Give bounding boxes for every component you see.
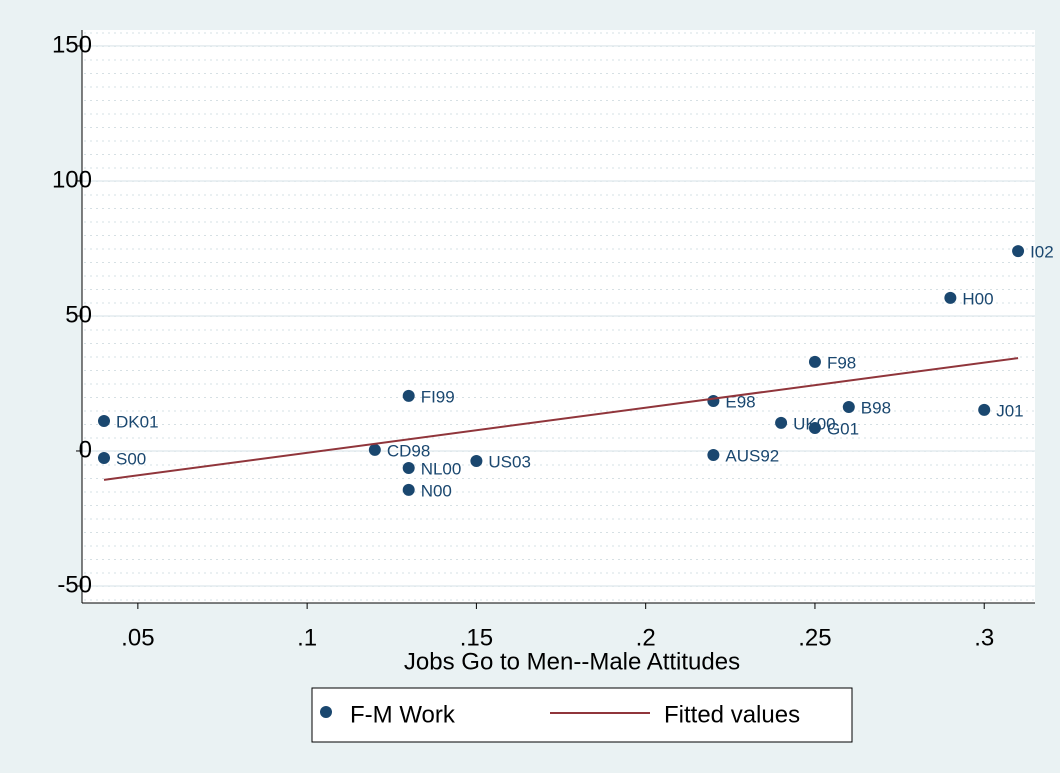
fit-line [103, 357, 1019, 481]
x-tick-label: .25 [798, 624, 831, 651]
y-tick-label: -50 [57, 571, 92, 598]
point [842, 400, 855, 413]
legend-label: Fitted values [664, 701, 800, 728]
marks: DK01S00FI99CD98NL00N00US03E98AUS92UK00F9… [98, 243, 1054, 500]
x-axis-title: Jobs Go to Men--Male Attitudes [404, 648, 740, 675]
point-label: H00 [962, 289, 993, 308]
point-label: US03 [488, 452, 531, 471]
point [368, 443, 381, 456]
legend [311, 687, 853, 743]
point [1012, 245, 1025, 258]
y-tick-label: 150 [52, 31, 92, 58]
point [775, 416, 788, 429]
x-tick-label: .3 [974, 624, 994, 651]
point [808, 355, 821, 368]
legend-label: F-M Work [350, 701, 456, 728]
point-label: DK01 [116, 412, 159, 431]
point [402, 389, 415, 402]
grid [82, 45, 1035, 587]
point-label: B98 [861, 398, 891, 417]
x-tick-label: .15 [460, 624, 493, 651]
y-tick-label: 0 [79, 436, 92, 463]
point-label: S00 [116, 449, 146, 468]
point-label: E98 [725, 393, 755, 412]
x-tick-label: .2 [636, 624, 656, 651]
point [707, 449, 720, 462]
point [98, 415, 111, 428]
point-label: FI99 [421, 387, 455, 406]
x-tick-label: .05 [121, 624, 154, 651]
point-label: I02 [1030, 243, 1054, 262]
point [944, 291, 957, 304]
point-label: F98 [827, 353, 856, 372]
point [402, 483, 415, 496]
point [978, 403, 991, 416]
point [808, 422, 821, 435]
point [402, 461, 415, 474]
legend-items: F-M Work Fitted values [320, 701, 800, 728]
point [98, 451, 111, 464]
point-label: N00 [421, 481, 452, 500]
y-tick-label: 50 [65, 301, 92, 328]
point-label: J01 [996, 401, 1023, 420]
point-label: CD98 [387, 441, 430, 460]
y-tick-label: 100 [52, 166, 92, 193]
point [707, 395, 720, 408]
legend-key [320, 706, 332, 718]
point-label: AUS92 [725, 447, 779, 466]
point [470, 454, 483, 467]
point-label: G01 [827, 420, 859, 439]
point-label: NL00 [421, 459, 462, 478]
x-tick-label: .1 [297, 624, 317, 651]
